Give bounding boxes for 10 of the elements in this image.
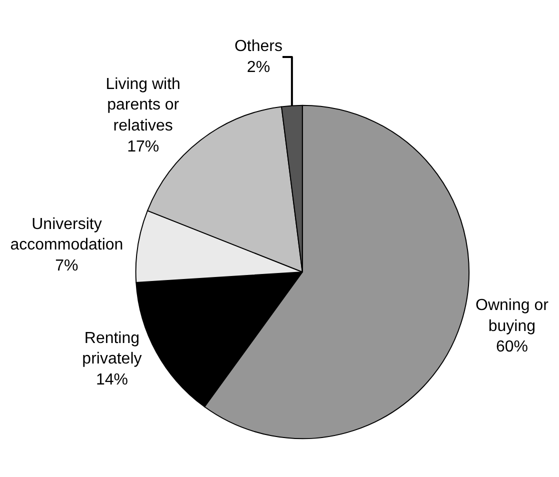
data-label: 2% — [246, 58, 270, 76]
slice-label: Others — [234, 38, 282, 56]
slice-label: University accommodation — [10, 216, 124, 254]
data-label: 17% — [127, 138, 160, 156]
data-label: 7% — [55, 258, 78, 275]
slice-label: Renting privately — [82, 330, 142, 368]
slice-label: Living with parents or relatives — [106, 76, 180, 134]
data-label: 60% — [496, 338, 528, 356]
slice-label: Owning or buying — [475, 296, 550, 335]
data-label: 14% — [96, 371, 128, 388]
